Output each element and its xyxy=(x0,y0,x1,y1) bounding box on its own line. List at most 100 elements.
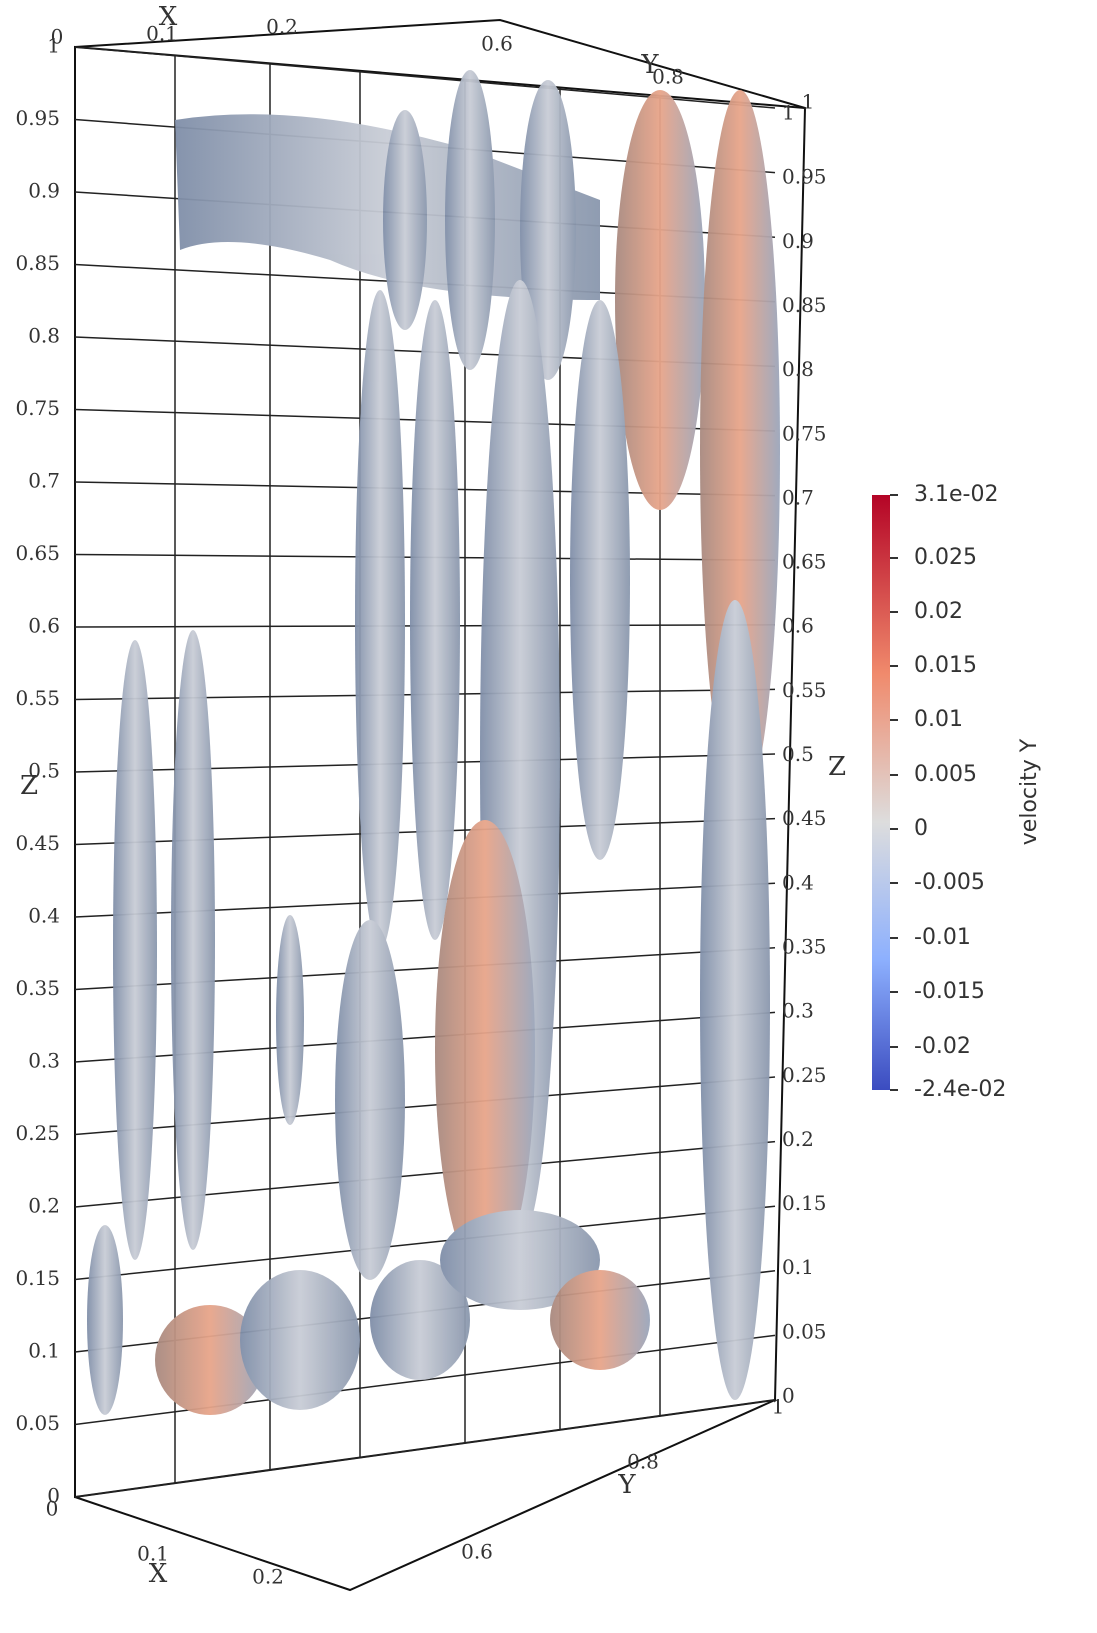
colorbar xyxy=(872,495,890,1090)
vortex xyxy=(335,920,405,1280)
z-tick-label: 0.4 xyxy=(28,904,60,928)
colorbar-tick-label: -0.005 xyxy=(914,870,985,895)
colorbar-tick-label: 0.01 xyxy=(914,707,963,732)
z-tick-label: 0.25 xyxy=(782,1063,827,1087)
vortex xyxy=(370,1260,470,1380)
z-tick-label: 0.6 xyxy=(28,614,60,638)
vortex xyxy=(240,1270,360,1410)
z-tick-label: 0.25 xyxy=(15,1121,60,1145)
axis-tick-label: 1 xyxy=(802,90,815,114)
vortex xyxy=(113,640,157,1260)
z-axis-title: Z xyxy=(828,752,846,782)
axis-title: X xyxy=(159,2,178,32)
isosurfaces xyxy=(87,70,780,1415)
colorbar-tick-label: 3.1e-02 xyxy=(914,482,998,507)
axis-tick-label: 0.8 xyxy=(652,65,684,89)
axis-title: Y xyxy=(617,1470,636,1500)
vortex xyxy=(410,300,460,940)
z-tick-label: 0.1 xyxy=(782,1255,814,1279)
axis-tick-label: 0.1 xyxy=(137,1542,169,1566)
colorbar-title: velocity Y xyxy=(1017,738,1042,845)
z-tick-label: 0.9 xyxy=(782,229,814,253)
grid-line xyxy=(74,1399,776,1498)
z-tick-label: 0.15 xyxy=(15,1266,60,1290)
z-axis-title: Z xyxy=(20,771,38,801)
z-tick-label: 0.7 xyxy=(782,485,814,509)
z-tick-label: 0.7 xyxy=(28,469,60,493)
z-tick-label: 0.85 xyxy=(782,293,827,317)
z-tick-label: 0.8 xyxy=(782,357,814,381)
z-tick-label: 0.05 xyxy=(15,1411,60,1435)
z-tick-label: 0.8 xyxy=(28,324,60,348)
z-tick-label: 0.75 xyxy=(782,421,827,445)
axis-tick-label: 0.1 xyxy=(146,22,178,46)
axis-title: X xyxy=(149,1559,168,1589)
colorbar-tick-label: -0.015 xyxy=(914,979,985,1004)
z-tick-label: 0.55 xyxy=(782,678,827,702)
z-tick-label: 1 xyxy=(782,101,795,125)
colorbar-tick-label: -0.02 xyxy=(914,1034,971,1059)
vortex xyxy=(276,915,304,1125)
axis-title: Y xyxy=(640,50,659,80)
vortex xyxy=(520,80,576,380)
vortex xyxy=(440,1210,600,1310)
axis-tick-label: 0 xyxy=(46,1497,59,1521)
vortex xyxy=(550,1270,650,1370)
axis-tick-label: 0.6 xyxy=(481,32,513,56)
z-tick-label: 0.95 xyxy=(15,106,60,130)
z-tick-label: 0.85 xyxy=(15,251,60,275)
z-tick-label: 0.5 xyxy=(28,759,60,783)
z-tick-label: 0.2 xyxy=(28,1194,60,1218)
z-tick-label: 0.55 xyxy=(15,686,60,710)
axis-tick-label: 0.6 xyxy=(461,1540,493,1564)
labels: 0 0.05 0.1 0.15 0.2 0.25 0.3 0.35 0.4 0.45 0.5 0.55… xyxy=(15,2,1042,1589)
z-tick-label: 0.4 xyxy=(782,870,814,894)
z-tick-label: 0.35 xyxy=(782,934,827,958)
z-tick-label: 0.3 xyxy=(782,999,814,1023)
z-tick-label: 0.45 xyxy=(782,806,827,830)
vortex xyxy=(615,90,705,510)
z-tick-label: 0.75 xyxy=(15,396,60,420)
z-tick-label: 1 xyxy=(47,34,60,58)
colorbar-tick-label: -0.01 xyxy=(914,925,971,950)
box-bottom xyxy=(74,1399,776,1592)
colorbar-tick-label: 0.025 xyxy=(914,545,977,570)
vortex xyxy=(155,1305,265,1415)
colorbar-tick-label: 0.005 xyxy=(914,762,977,787)
vortex xyxy=(435,820,535,1280)
z-tick-label: 0.65 xyxy=(782,550,827,574)
colorbar-tick-label: 0.02 xyxy=(914,599,963,624)
z-tick-label: 0.5 xyxy=(782,742,814,766)
z-tick-label: 0 xyxy=(47,1484,60,1508)
z-tick-label: 0.3 xyxy=(28,1049,60,1073)
axis-tick-label: 0.8 xyxy=(627,1450,659,1474)
z-tick-label: 0.9 xyxy=(28,179,60,203)
vortex xyxy=(445,70,495,370)
vortex xyxy=(355,290,405,950)
colorbar-tick-label: 0 xyxy=(914,816,928,841)
z-tick-label: 0.2 xyxy=(782,1127,814,1151)
vortex xyxy=(87,1225,123,1415)
z-tick-label: 0.35 xyxy=(15,976,60,1000)
colorbar-tick-label: -2.4e-02 xyxy=(914,1077,1006,1102)
axis-tick-label: 0.2 xyxy=(252,1565,284,1589)
axis-tick-label: 1 xyxy=(772,1395,785,1419)
z-tick-label: 0.95 xyxy=(782,165,827,189)
z-tick-label: 0.15 xyxy=(782,1191,827,1215)
vortex xyxy=(700,90,780,810)
z-tick-label: 0 xyxy=(782,1384,795,1408)
axis-tick-label: 0 xyxy=(51,25,64,49)
grid-line xyxy=(74,1205,776,1281)
vortex xyxy=(171,630,215,1250)
z-tick-label: 0.1 xyxy=(28,1339,60,1363)
z-tick-label: 0.45 xyxy=(15,831,60,855)
z-tick-label: 0.65 xyxy=(15,541,60,565)
z-tick-label: 0.6 xyxy=(782,614,814,638)
vortex xyxy=(570,300,630,860)
vortex xyxy=(383,110,427,330)
z-tick-label: 0.05 xyxy=(782,1319,827,1343)
box-top xyxy=(74,18,806,109)
colorbar-tick-label: 0.015 xyxy=(914,653,977,678)
